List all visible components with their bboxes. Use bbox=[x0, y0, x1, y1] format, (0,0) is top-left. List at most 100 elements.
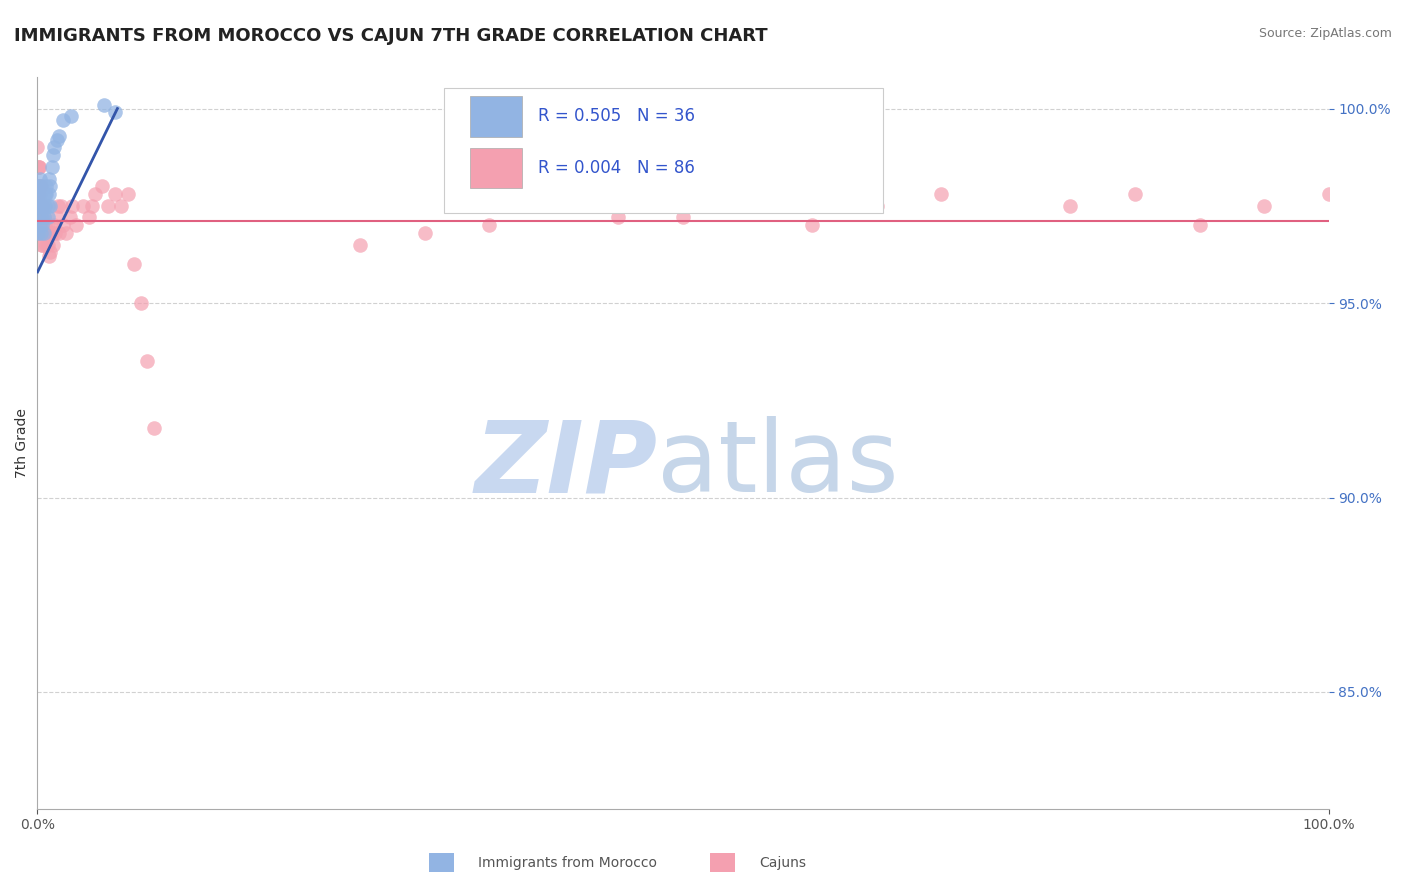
Point bbox=[32, 226, 55, 240]
Point bbox=[27, 179, 49, 194]
Point bbox=[49, 199, 72, 213]
Point bbox=[45, 133, 67, 147]
Text: Cajuns: Cajuns bbox=[759, 855, 806, 870]
Point bbox=[28, 219, 51, 233]
Point bbox=[28, 226, 51, 240]
Point bbox=[543, 199, 565, 213]
Point bbox=[37, 199, 59, 213]
Point bbox=[52, 219, 75, 233]
Point bbox=[84, 187, 107, 202]
Point bbox=[1123, 187, 1146, 202]
Point bbox=[30, 199, 52, 213]
Point bbox=[32, 211, 55, 225]
Point bbox=[37, 211, 59, 225]
Point bbox=[35, 237, 58, 252]
Point bbox=[30, 179, 52, 194]
Point bbox=[93, 97, 115, 112]
Point bbox=[737, 199, 759, 213]
Point bbox=[31, 219, 53, 233]
Point bbox=[27, 187, 49, 202]
Point bbox=[39, 179, 62, 194]
Point bbox=[129, 296, 152, 310]
Point bbox=[32, 199, 55, 213]
Point bbox=[122, 257, 145, 271]
Text: ZIP: ZIP bbox=[474, 417, 657, 514]
Point bbox=[39, 199, 62, 213]
Point bbox=[30, 211, 52, 225]
Point bbox=[32, 226, 55, 240]
Point bbox=[27, 187, 49, 202]
Point bbox=[28, 160, 51, 174]
Point bbox=[801, 219, 824, 233]
Point bbox=[28, 187, 51, 202]
Point bbox=[28, 179, 51, 194]
Point bbox=[27, 140, 49, 154]
Point bbox=[27, 199, 49, 213]
Point bbox=[672, 211, 695, 225]
Text: R = 0.505   N = 36: R = 0.505 N = 36 bbox=[538, 107, 696, 126]
Point bbox=[27, 160, 49, 174]
Point bbox=[39, 245, 62, 260]
Point bbox=[478, 219, 501, 233]
Point bbox=[27, 211, 49, 225]
Point bbox=[65, 219, 87, 233]
Point bbox=[1253, 199, 1275, 213]
Point bbox=[30, 211, 52, 225]
Text: atlas: atlas bbox=[657, 417, 898, 514]
Point bbox=[72, 199, 94, 213]
Point bbox=[30, 219, 52, 233]
Point bbox=[27, 226, 49, 240]
Point bbox=[46, 199, 69, 213]
Point bbox=[90, 179, 112, 194]
Point bbox=[30, 226, 52, 240]
Point bbox=[142, 420, 165, 434]
Point bbox=[136, 354, 159, 368]
Point bbox=[28, 179, 51, 194]
Point bbox=[41, 226, 63, 240]
Point bbox=[34, 219, 56, 233]
Y-axis label: 7th Grade: 7th Grade bbox=[15, 409, 30, 478]
Point bbox=[38, 171, 60, 186]
Point bbox=[27, 226, 49, 240]
Point bbox=[39, 226, 62, 240]
Point bbox=[31, 237, 53, 252]
Point bbox=[30, 199, 52, 213]
Point bbox=[30, 179, 52, 194]
Point bbox=[27, 199, 49, 213]
Point bbox=[37, 219, 59, 233]
Point bbox=[1317, 187, 1340, 202]
Point bbox=[31, 219, 53, 233]
Point bbox=[28, 199, 51, 213]
Point bbox=[27, 199, 49, 213]
Point bbox=[35, 226, 58, 240]
Point bbox=[35, 187, 58, 202]
Point bbox=[929, 187, 952, 202]
Point bbox=[31, 199, 53, 213]
Point bbox=[27, 219, 49, 233]
FancyBboxPatch shape bbox=[444, 88, 883, 212]
Point bbox=[1188, 219, 1211, 233]
Point bbox=[31, 199, 53, 213]
Point bbox=[55, 226, 77, 240]
Point bbox=[52, 113, 75, 128]
Point bbox=[28, 171, 51, 186]
Point bbox=[413, 226, 436, 240]
Point bbox=[42, 237, 65, 252]
Point bbox=[38, 249, 60, 263]
Point bbox=[110, 199, 132, 213]
Point bbox=[28, 199, 51, 213]
Point bbox=[28, 211, 51, 225]
Point bbox=[28, 179, 51, 194]
Point bbox=[27, 187, 49, 202]
Point bbox=[37, 237, 59, 252]
Point bbox=[30, 226, 52, 240]
Point bbox=[80, 199, 103, 213]
Point bbox=[31, 237, 53, 252]
Point bbox=[77, 211, 100, 225]
Text: Immigrants from Morocco: Immigrants from Morocco bbox=[478, 855, 657, 870]
Point bbox=[45, 211, 67, 225]
Point bbox=[27, 211, 49, 225]
Point bbox=[31, 211, 53, 225]
Text: R = 0.004   N = 86: R = 0.004 N = 86 bbox=[538, 159, 695, 177]
Text: Source: ZipAtlas.com: Source: ZipAtlas.com bbox=[1258, 27, 1392, 40]
